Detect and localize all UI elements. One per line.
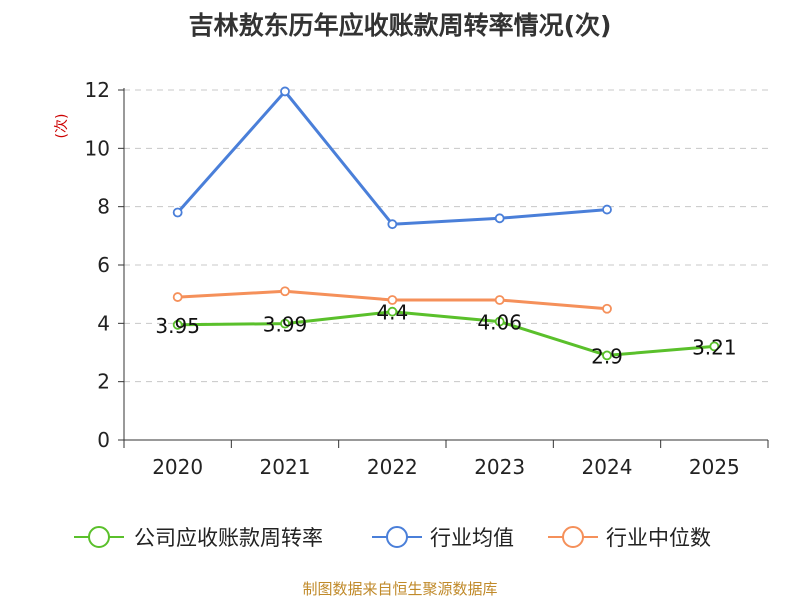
legend-label-2: 行业中位数 bbox=[606, 526, 711, 550]
data-label-2021: 3.99 bbox=[263, 313, 308, 337]
x-tick-label-2021: 2021 bbox=[260, 455, 311, 479]
data-label-2025: 3.21 bbox=[692, 335, 737, 359]
x-tick-label-2025: 2025 bbox=[689, 455, 740, 479]
series-0-point-2021[interactable] bbox=[280, 318, 290, 329]
y-tick-label-6: 6 bbox=[97, 253, 110, 277]
legend-label-0: 公司应收账款周转率 bbox=[134, 526, 323, 550]
x-tick-label-2022: 2022 bbox=[367, 455, 418, 479]
series-2-point-2020[interactable] bbox=[172, 292, 183, 302]
legend-swatch-marker-0 bbox=[88, 526, 110, 548]
y-axis-unit: (次) bbox=[54, 114, 70, 139]
data-label-2023: 4.06 bbox=[477, 311, 522, 335]
series-0-point-2022[interactable] bbox=[387, 306, 398, 317]
legend-item-0[interactable]: 公司应收账款周转率 bbox=[74, 526, 323, 550]
legend-label-1: 行业均值 bbox=[430, 526, 514, 550]
y-tick-label-10: 10 bbox=[85, 136, 110, 160]
data-label-2022: 4.4 bbox=[376, 301, 408, 325]
series-layer bbox=[172, 86, 720, 361]
series-0-point-2020[interactable] bbox=[172, 319, 183, 330]
series-0-point-2023[interactable] bbox=[494, 316, 505, 327]
series-1-point-2023[interactable] bbox=[494, 213, 505, 224]
legend: 公司应收账款周转率 行业均值 行业中位数 bbox=[74, 526, 711, 550]
legend-item-2[interactable]: 行业中位数 bbox=[548, 526, 711, 550]
series-0-point-2025[interactable] bbox=[709, 341, 720, 352]
y-tick-label-12: 12 bbox=[85, 78, 110, 102]
series-2-point-2021[interactable] bbox=[280, 286, 290, 297]
y-tick-label-4: 4 bbox=[97, 311, 110, 335]
series-2-point-2024[interactable] bbox=[602, 303, 612, 314]
y-tick-label-2: 2 bbox=[97, 370, 110, 394]
series-line-1 bbox=[176, 90, 608, 226]
series-1-point-2024[interactable] bbox=[602, 204, 612, 215]
series-line-0 bbox=[177, 310, 715, 357]
grid-layer bbox=[124, 89, 768, 383]
chart-title: 吉林敖东历年应收账款周转率情况(次) bbox=[189, 11, 612, 40]
data-label-2020: 3.95 bbox=[155, 314, 200, 338]
series-0-point-2024[interactable] bbox=[602, 350, 612, 361]
x-tick-label-2023: 2023 bbox=[474, 455, 525, 479]
series-1-point-2020[interactable] bbox=[172, 207, 183, 218]
legend-swatch-marker-2 bbox=[562, 526, 584, 548]
data-label-2024: 2.9 bbox=[591, 344, 623, 368]
y-tick-label-8: 8 bbox=[97, 195, 110, 219]
series-2-point-2023[interactable] bbox=[494, 295, 505, 305]
legend-item-1[interactable]: 行业均值 bbox=[372, 526, 514, 550]
series-1-point-2022[interactable] bbox=[387, 219, 398, 230]
series-1-point-2021[interactable] bbox=[280, 86, 290, 97]
x-tick-label-2024: 2024 bbox=[582, 455, 633, 479]
x-tick-label-2020: 2020 bbox=[152, 455, 203, 479]
y-tick-label-0: 0 bbox=[97, 428, 110, 452]
legend-swatch-marker-1 bbox=[386, 526, 408, 548]
source-note: 制图数据来自恒生聚源数据库 bbox=[302, 580, 497, 598]
data-label-layer: 3.95 3.99 4.4 4.06 2.9 3.21 bbox=[155, 301, 736, 369]
axis-layer: 0 2 4 6 8 10 12 2020 2021 2022 2023 2024 2025 bbox=[85, 78, 769, 479]
series-2-point-2022[interactable] bbox=[387, 295, 398, 305]
